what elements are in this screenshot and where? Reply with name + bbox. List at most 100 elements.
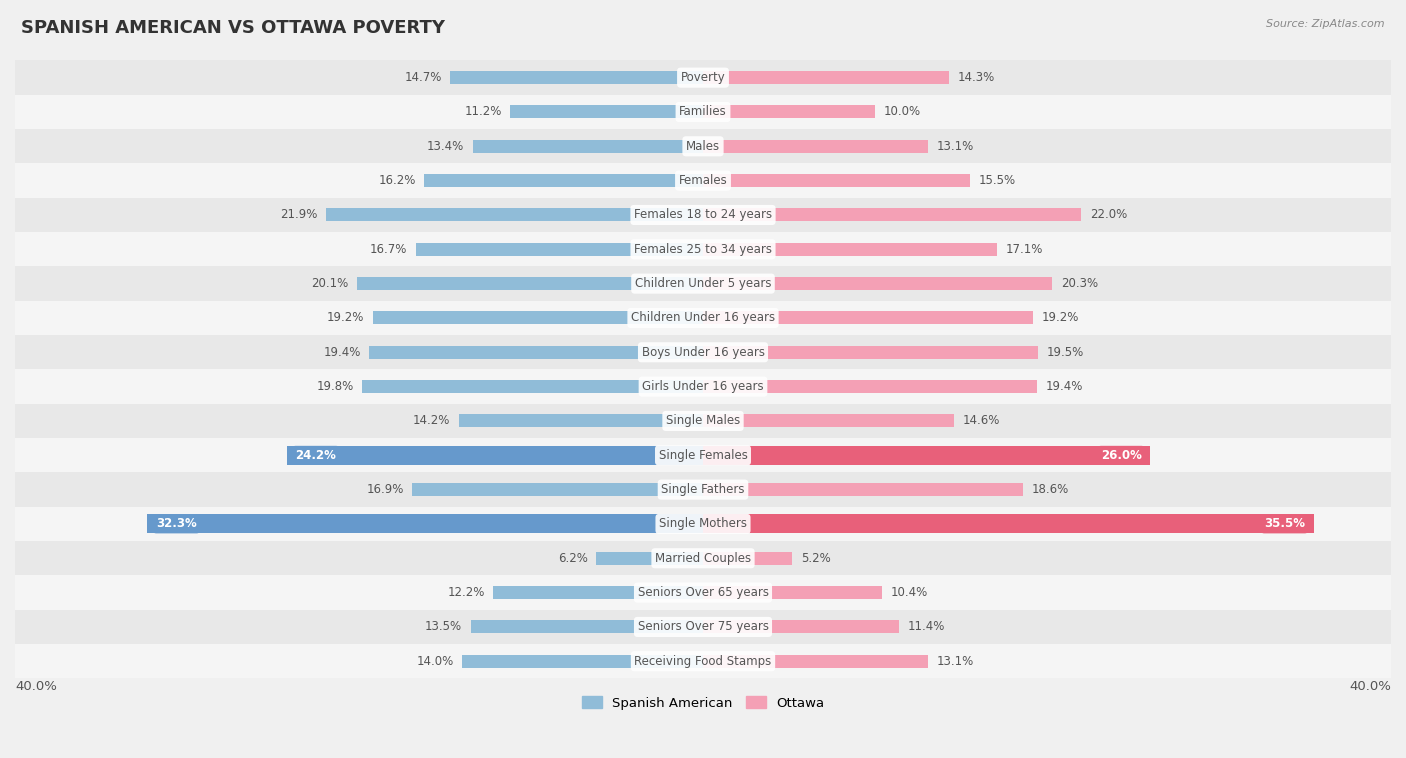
Text: 40.0%: 40.0% [15, 680, 56, 693]
Bar [703, 71, 949, 84]
Bar [15, 644, 1391, 678]
Bar [703, 446, 1150, 465]
Text: 6.2%: 6.2% [558, 552, 588, 565]
Text: 13.1%: 13.1% [936, 139, 974, 153]
Text: 20.3%: 20.3% [1060, 277, 1098, 290]
Bar [703, 655, 928, 668]
Text: Females: Females [679, 174, 727, 187]
Bar [463, 655, 703, 668]
Bar [15, 507, 1391, 541]
Text: Families: Families [679, 105, 727, 118]
Bar [416, 243, 703, 255]
Text: 16.2%: 16.2% [378, 174, 416, 187]
Bar [373, 312, 703, 324]
Text: Source: ZipAtlas.com: Source: ZipAtlas.com [1267, 19, 1385, 29]
Text: 14.7%: 14.7% [404, 71, 441, 84]
Text: 19.2%: 19.2% [1042, 312, 1080, 324]
Bar [596, 552, 703, 565]
Bar [703, 277, 1052, 290]
Text: 13.1%: 13.1% [936, 655, 974, 668]
Text: 21.9%: 21.9% [280, 208, 318, 221]
Bar [15, 404, 1391, 438]
Text: Seniors Over 65 years: Seniors Over 65 years [637, 586, 769, 599]
Bar [15, 438, 1391, 472]
Bar [15, 335, 1391, 369]
Text: 5.2%: 5.2% [801, 552, 831, 565]
Text: Single Fathers: Single Fathers [661, 483, 745, 496]
Bar [287, 446, 703, 465]
Text: Single Mothers: Single Mothers [659, 518, 747, 531]
Text: Married Couples: Married Couples [655, 552, 751, 565]
Text: SPANISH AMERICAN VS OTTAWA POVERTY: SPANISH AMERICAN VS OTTAWA POVERTY [21, 19, 446, 37]
Text: Girls Under 16 years: Girls Under 16 years [643, 380, 763, 393]
Text: 24.2%: 24.2% [295, 449, 336, 462]
Text: 19.2%: 19.2% [326, 312, 364, 324]
Text: Children Under 5 years: Children Under 5 years [634, 277, 772, 290]
Bar [471, 620, 703, 634]
Text: 17.1%: 17.1% [1005, 243, 1043, 255]
Text: Single Males: Single Males [666, 415, 740, 428]
Text: 22.0%: 22.0% [1090, 208, 1128, 221]
Bar [703, 552, 793, 565]
Bar [703, 174, 970, 187]
Bar [703, 515, 1313, 534]
Bar [450, 71, 703, 84]
Text: Seniors Over 75 years: Seniors Over 75 years [637, 621, 769, 634]
Text: Boys Under 16 years: Boys Under 16 years [641, 346, 765, 359]
Bar [703, 380, 1036, 393]
Bar [15, 575, 1391, 609]
Text: 10.4%: 10.4% [890, 586, 928, 599]
Bar [15, 61, 1391, 95]
Bar [703, 139, 928, 153]
Bar [703, 586, 882, 599]
Text: 19.8%: 19.8% [316, 380, 354, 393]
Text: Poverty: Poverty [681, 71, 725, 84]
Bar [412, 483, 703, 496]
Bar [357, 277, 703, 290]
Text: 35.5%: 35.5% [1264, 518, 1305, 531]
Text: 11.4%: 11.4% [908, 621, 945, 634]
Text: 26.0%: 26.0% [1101, 449, 1142, 462]
Bar [15, 301, 1391, 335]
Legend: Spanish American, Ottawa: Spanish American, Ottawa [576, 691, 830, 715]
Text: Males: Males [686, 139, 720, 153]
Bar [15, 472, 1391, 507]
Bar [148, 515, 703, 534]
Text: Females 25 to 34 years: Females 25 to 34 years [634, 243, 772, 255]
Bar [703, 105, 875, 118]
Bar [703, 208, 1081, 221]
Text: 20.1%: 20.1% [312, 277, 349, 290]
Text: Children Under 16 years: Children Under 16 years [631, 312, 775, 324]
Bar [15, 95, 1391, 129]
Text: 13.5%: 13.5% [425, 621, 463, 634]
Text: 13.4%: 13.4% [426, 139, 464, 153]
Bar [494, 586, 703, 599]
Text: Single Females: Single Females [658, 449, 748, 462]
Text: 12.2%: 12.2% [447, 586, 485, 599]
Bar [15, 232, 1391, 267]
Text: 19.4%: 19.4% [1045, 380, 1083, 393]
Text: 11.2%: 11.2% [464, 105, 502, 118]
Bar [510, 105, 703, 118]
Bar [370, 346, 703, 359]
Text: 18.6%: 18.6% [1032, 483, 1069, 496]
Text: 16.7%: 16.7% [370, 243, 408, 255]
Bar [15, 369, 1391, 404]
Bar [15, 198, 1391, 232]
Bar [472, 139, 703, 153]
Bar [703, 312, 1033, 324]
Bar [458, 415, 703, 428]
Text: 14.3%: 14.3% [957, 71, 995, 84]
Text: 10.0%: 10.0% [883, 105, 921, 118]
Text: 40.0%: 40.0% [1350, 680, 1391, 693]
Text: Females 18 to 24 years: Females 18 to 24 years [634, 208, 772, 221]
Bar [15, 129, 1391, 164]
Bar [425, 174, 703, 187]
Text: 14.6%: 14.6% [963, 415, 1000, 428]
Text: Receiving Food Stamps: Receiving Food Stamps [634, 655, 772, 668]
Text: 19.4%: 19.4% [323, 346, 361, 359]
Bar [15, 267, 1391, 301]
Bar [703, 243, 997, 255]
Bar [15, 541, 1391, 575]
Bar [703, 415, 955, 428]
